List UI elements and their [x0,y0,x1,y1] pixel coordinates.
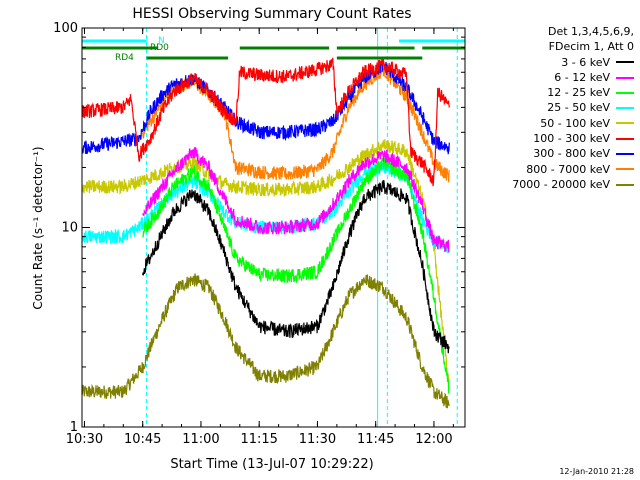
legend-label: 12 - 25 keV [547,86,610,100]
x-tick-label-6: 12:00 [415,432,452,447]
series-line-3-6-kev [142,180,450,354]
x-tick-label-1: 10:45 [124,432,161,447]
legend-header-line: Det 1,3,4,5,6,9, [547,25,634,38]
series-100-300-kev [81,57,450,187]
chart-title: HESSI Observing Summary Count Rates [132,6,411,22]
legend-header: Det 1,3,4,5,6,9, FDecim 1, Att 0 [476,24,636,55]
legend-header-line: FDecim 1, Att 0 [548,40,634,54]
mode-label-rd0: RD0 [150,43,169,53]
legend-label: 7000 - 20000 keV [512,177,610,191]
legend-entry-12-25-kev: 12 - 25 keV [476,85,636,100]
legend-entry-6-12-kev: 6 - 12 keV [476,70,636,85]
legend-label: 3 - 6 keV [561,55,610,69]
x-tick-label-0: 10:30 [66,432,103,447]
y-tick-label-0: 1 [70,420,78,435]
legend-swatch [616,137,634,140]
series-6-12-kev [142,146,450,253]
legend-swatch [616,153,634,156]
legend-label: 6 - 12 keV [554,70,610,84]
legend-swatch [616,76,634,79]
legend-entry-800-7000-kev: 800 - 7000 keV [476,162,636,177]
mode-label-rd4: RD4 [115,53,134,63]
legend-entry-100-300-kev: 100 - 300 keV [476,131,636,146]
legend-swatch [616,183,634,186]
series-line-25-50-kev [81,160,450,254]
x-tick-label-2: 11:00 [182,432,219,447]
legend-swatch [616,107,634,110]
legend-entry-25-50-kev: 25 - 50 keV [476,100,636,115]
legend: Det 1,3,4,5,6,9, FDecim 1, Att 0 3 - 6 ke… [476,24,636,192]
legend-swatch [616,122,634,125]
legend-entry-7000-20000-kev: 7000 - 20000 keV [476,177,636,192]
axis-layer: 10:30 10:45 11:00 11:15 11:30 11:45 12:00 1 10 10… [53,21,465,447]
legend-entry-3-6-kev: 3 - 6 keV [476,55,636,70]
legend-label: 800 - 7000 keV [526,162,610,176]
series-7000-20000-kev [81,273,450,409]
legend-swatch [616,168,634,171]
series-12-25-kev [142,155,450,394]
legend-label: 25 - 50 keV [547,101,610,115]
legend-entry-300-800-kev: 300 - 800 keV [476,146,636,161]
series-50-100-kev [81,139,450,390]
series-line-7000-20000-kev [81,273,450,409]
x-tick-label-5: 11:45 [357,432,394,447]
series-line-12-25-kev [142,155,450,394]
y-tick-label-2: 100 [53,21,78,36]
series-line-6-12-kev [142,146,450,253]
x-tick-label-4: 11:30 [299,432,336,447]
series-3-6-kev [142,180,450,354]
timestamp: 12-Jan-2010 21:28 [559,467,634,476]
x-tick-label-3: 11:15 [240,432,277,447]
series-line-100-300-kev [81,57,450,187]
series-25-50-kev [81,160,450,254]
series-300-800-kev [81,58,450,155]
x-axis-label: Start Time (13-Jul-07 10:29:22) [170,457,373,472]
series-line-50-100-kev [81,139,450,390]
y-axis-label: Count Rate (s⁻¹ detector⁻¹) [31,146,45,309]
legend-label: 50 - 100 keV [540,116,610,130]
y-tick-label-1: 10 [61,221,78,236]
legend-swatch [616,61,634,64]
legend-label: 100 - 300 keV [533,132,610,146]
legend-entry-50-100-kev: 50 - 100 keV [476,116,636,131]
legend-label: 300 - 800 keV [533,147,610,161]
series-line-300-800-kev [81,58,450,155]
mode-label-n: N [158,36,165,46]
legend-rows: 3 - 6 keV 6 - 12 keV 12 - 25 keV 25 - 50 ke… [476,55,636,193]
legend-swatch [616,91,634,94]
